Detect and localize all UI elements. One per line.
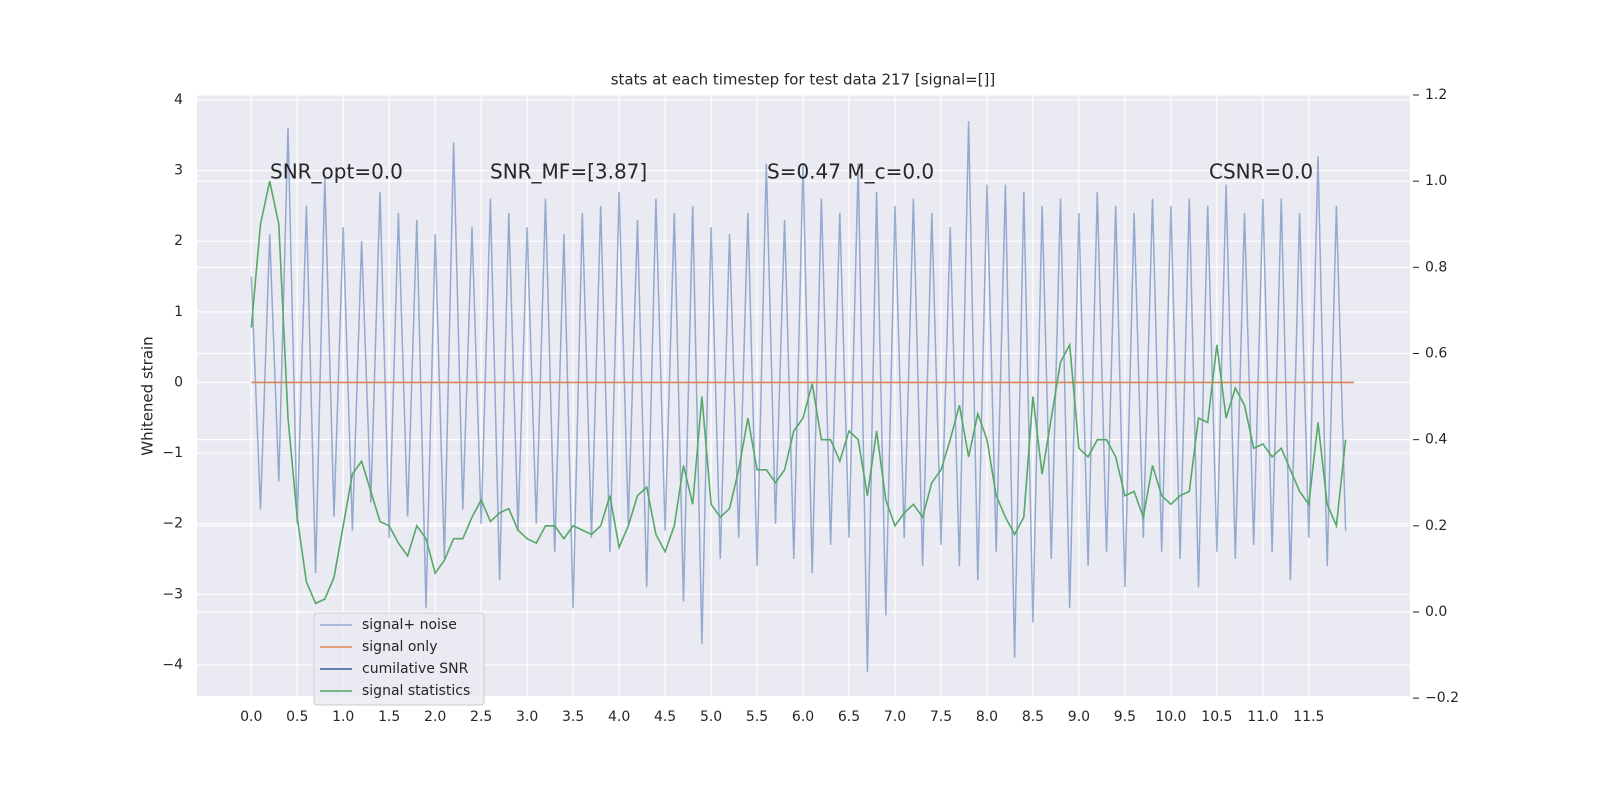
y-axis-label: Whitened strain — [139, 336, 157, 455]
x-tick-label: 3.0 — [516, 709, 538, 725]
x-tick-label: 4.0 — [608, 709, 630, 725]
annotation: CSNR=0.0 — [1209, 160, 1313, 184]
x-tick-label: 5.0 — [700, 709, 722, 725]
y-tick-label: −4 — [162, 657, 183, 673]
x-tick-label: 11.0 — [1247, 709, 1278, 725]
x-tick-label: 6.0 — [792, 709, 814, 725]
x-tick-label: 6.5 — [838, 709, 860, 725]
y-tick-label: 0 — [174, 374, 183, 390]
x-tick-label: 10.0 — [1155, 709, 1186, 725]
x-tick-label: 8.0 — [976, 709, 998, 725]
x-tick-label: 2.5 — [470, 709, 492, 725]
chart-title: stats at each timestep for test data 217… — [611, 71, 996, 89]
y-tick-label: −3 — [162, 586, 183, 602]
legend-label: cumilative SNR — [362, 661, 469, 677]
annotation: SNR_opt=0.0 — [270, 160, 403, 184]
legend-box — [313, 612, 485, 706]
x-tick-label: 1.5 — [378, 709, 400, 725]
y-tick-label: 1 — [174, 304, 183, 320]
x-tick-label: 8.5 — [1022, 709, 1044, 725]
x-tick-label: 9.5 — [1114, 709, 1136, 725]
y2-tick-label: 0.0 — [1425, 604, 1447, 620]
x-tick-label: 7.0 — [884, 709, 906, 725]
x-tick-label: 0.5 — [286, 709, 308, 725]
x-tick-label: 9.0 — [1068, 709, 1090, 725]
legend-label: signal statistics — [362, 683, 470, 699]
y-tick-label: −2 — [162, 516, 183, 532]
y2-tick-label: −0.2 — [1425, 690, 1459, 706]
y-tick-label: 4 — [174, 92, 183, 108]
y-tick-label: 3 — [174, 163, 183, 179]
x-tick-label: 1.0 — [332, 709, 354, 725]
y2-tick-label: 1.2 — [1425, 87, 1447, 103]
x-tick-label: 7.5 — [930, 709, 952, 725]
x-tick-label: 3.5 — [562, 709, 584, 725]
y2-tick-label: 0.2 — [1425, 518, 1447, 534]
y-tick-label: −1 — [162, 445, 183, 461]
annotation: S=0.47 M_c=0.0 — [767, 160, 934, 184]
y-tick-label: 2 — [174, 233, 183, 249]
annotation: SNR_MF=[3.87] — [490, 160, 647, 184]
x-tick-label: 11.5 — [1293, 709, 1324, 725]
x-tick-label: 4.5 — [654, 709, 676, 725]
y2-tick-label: 0.6 — [1425, 345, 1447, 361]
x-tick-label: 10.5 — [1201, 709, 1232, 725]
x-tick-label: 5.5 — [746, 709, 768, 725]
y2-tick-label: 1.0 — [1425, 173, 1447, 189]
legend-label: signal+ noise — [362, 617, 457, 633]
legend-label: signal only — [362, 639, 437, 655]
series-line — [250, 121, 1347, 673]
y2-tick-label: 0.4 — [1425, 432, 1447, 448]
x-tick-label: 0.0 — [240, 709, 262, 725]
x-tick-label: 2.0 — [424, 709, 446, 725]
y2-tick-label: 0.8 — [1425, 259, 1447, 275]
series-line — [250, 181, 1347, 605]
